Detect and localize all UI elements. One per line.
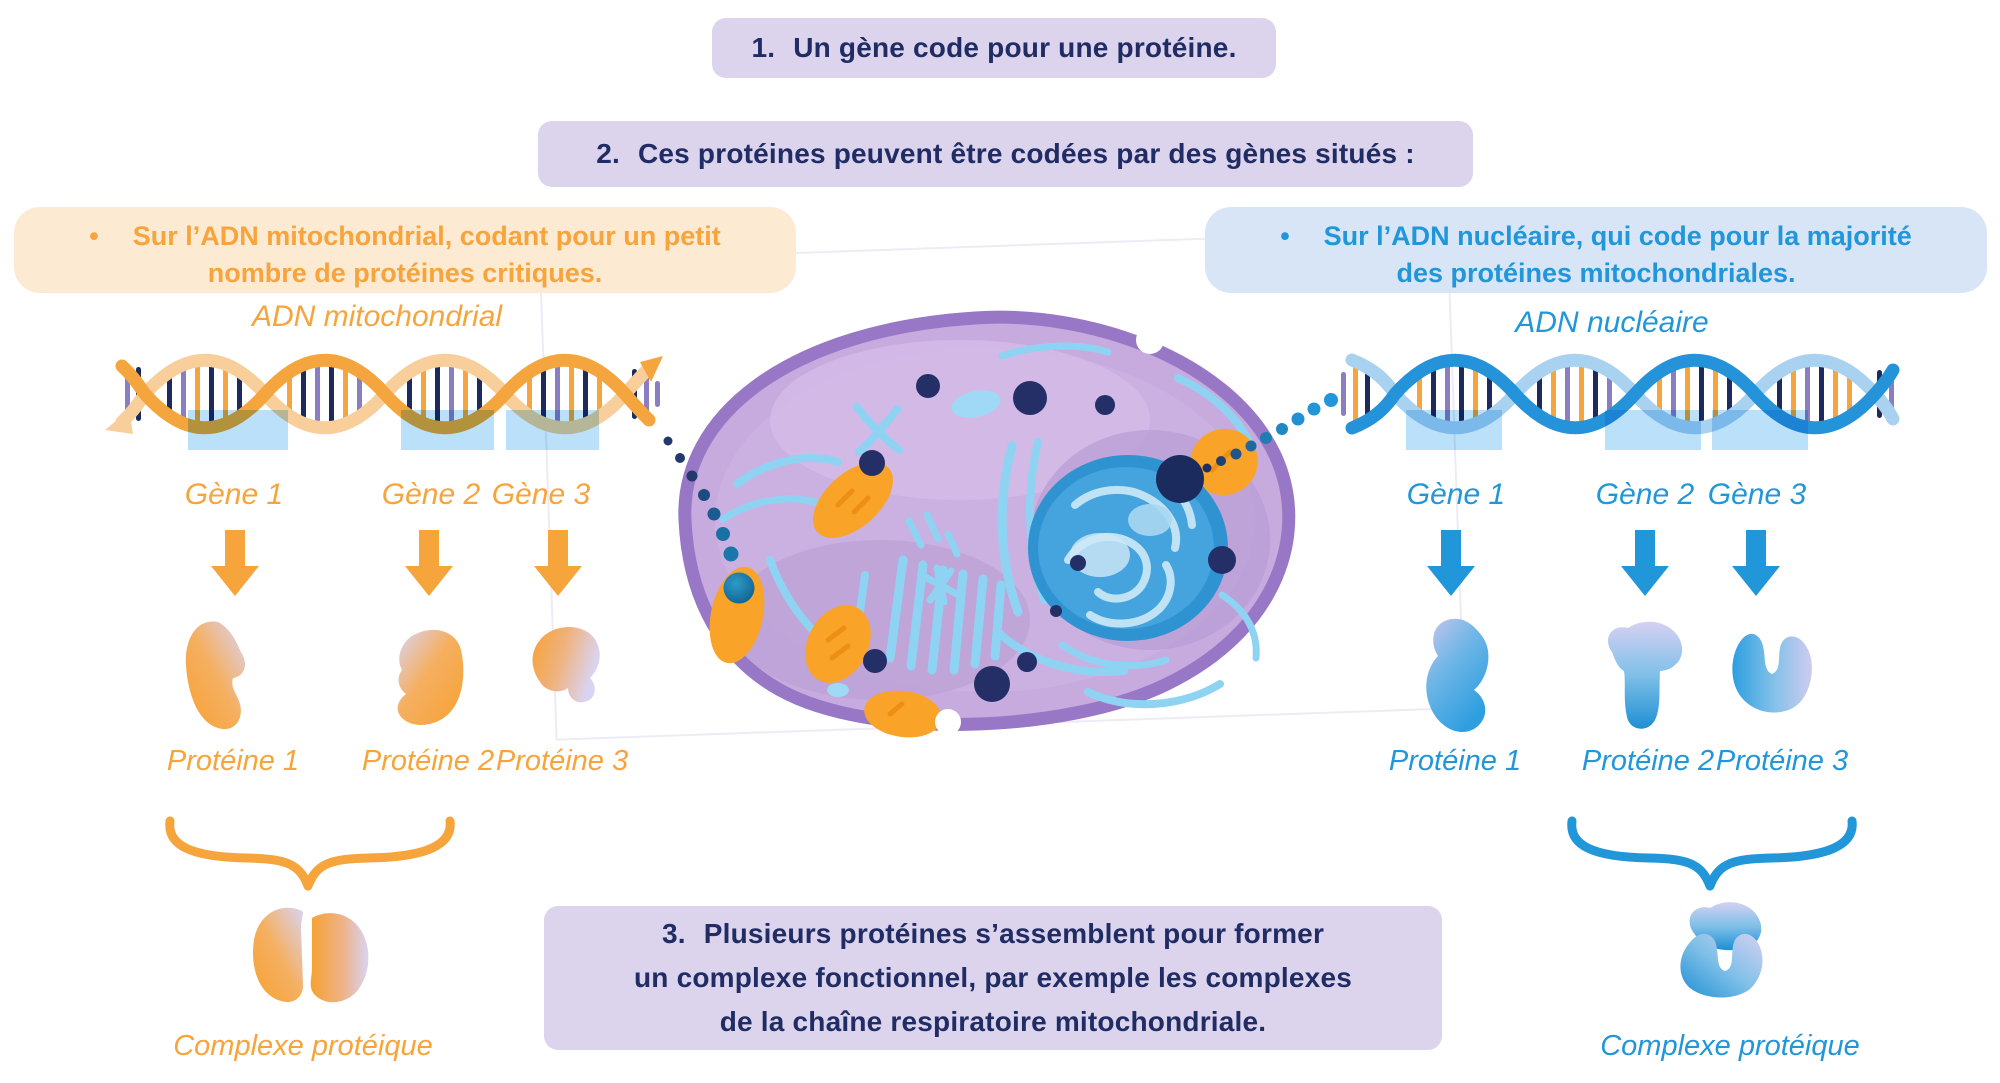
helix-strand-front	[1345, 353, 1900, 435]
gene-label-3: Gène 3	[1707, 478, 1807, 511]
step-text-line3: de la chaîne respiratoire mitochondriale…	[719, 1006, 1267, 1037]
step-number: 2.	[596, 138, 620, 169]
strand-end-arrowhead	[105, 410, 133, 434]
brace-bracket-right	[1567, 816, 1857, 891]
nuclear-callout: • Sur l’ADN nucléaire, qui code pour la …	[1205, 207, 1987, 293]
mito-dna-connector-dots	[663, 436, 739, 562]
gene-label-2: Gène 2	[381, 478, 481, 511]
bullet-icon: •	[1280, 221, 1290, 251]
protein-blob-3	[532, 626, 600, 703]
callout-text-line1: Sur l’ADN mitochondrial, codant pour un …	[132, 221, 721, 251]
gene-highlight-3	[1712, 410, 1808, 450]
brace-bracket-left	[165, 816, 455, 891]
bullet-icon: •	[89, 221, 99, 251]
nuclear-dna-label: ADN nucléaire	[1515, 306, 1709, 339]
step-3-box: 3. Plusieurs protéines s’assemblent pour…	[544, 906, 1442, 1050]
protein-blob-2	[397, 629, 464, 725]
down-arrow-icon	[405, 530, 453, 596]
mitochondrial-protein-complex	[253, 907, 369, 1003]
protein-blob-1	[185, 621, 245, 730]
membrane-notch-bottom	[935, 709, 961, 735]
callout-text-line2: des protéines mitochondriales.	[1396, 258, 1796, 288]
mitochondrion	[864, 690, 942, 738]
cell-granules	[859, 374, 1236, 702]
gene-label-1: Gène 1	[184, 478, 284, 511]
mitochondrion	[805, 605, 871, 683]
nuclear-dna-connector-dots	[1202, 393, 1338, 473]
protein-blob-3	[1732, 633, 1812, 713]
protein-label-3: Protéine 3	[495, 745, 629, 777]
protein-label-1: Protéine 1	[166, 745, 300, 777]
nuclear-arrows	[1427, 530, 1780, 596]
mitochondrial-callout: • Sur l’ADN mitochondrial, codant pour u…	[14, 207, 796, 293]
nucleus-dna-dot	[1156, 455, 1204, 503]
complex-label-left: Complexe protéique	[173, 1030, 433, 1062]
step-text: Ces protéines peuvent être codées par de…	[637, 138, 1415, 169]
step-text-line1: Plusieurs protéines s’assemblent pour fo…	[703, 918, 1325, 949]
callout-text-line2: nombre de protéines critiques.	[207, 258, 603, 288]
mitochondrial-proteins	[185, 621, 600, 730]
down-arrow-icon	[1732, 530, 1780, 596]
step-text: Un gène code pour une protéine.	[793, 32, 1237, 63]
step-number: 3.	[661, 918, 686, 949]
helix-strand-front	[115, 353, 656, 435]
protein-label-2: Protéine 2	[1581, 745, 1715, 777]
mitochondrial-arrows	[211, 530, 582, 596]
protein-label-3: Protéine 3	[1715, 745, 1849, 777]
gene-highlight-boxes	[1406, 410, 1808, 450]
protein-label-1: Protéine 1	[1388, 745, 1522, 777]
protein-label-2: Protéine 2	[361, 745, 495, 777]
mitochondrial-dna-label: ADN mitochondrial	[251, 300, 503, 333]
gene-highlight-2	[401, 410, 494, 450]
endoplasmic-reticulum-doodles	[719, 342, 1260, 709]
strand-end-arrowhead	[640, 356, 663, 382]
nuclear-dna-helix	[1341, 353, 1900, 450]
mitochondrion	[813, 462, 893, 538]
gene-label-3: Gène 3	[491, 478, 591, 511]
callout-text-line1: Sur l’ADN nucléaire, qui code pour la ma…	[1323, 221, 1912, 251]
gene-highlight-1	[1406, 410, 1502, 450]
step-number: 1.	[751, 32, 776, 63]
nuclear-protein-complex	[1680, 902, 1763, 998]
nuclear-proteins	[1426, 618, 1812, 733]
step-1-box: 1. Un gène code pour une protéine.	[712, 18, 1276, 78]
mitochondrial-dna-helix	[105, 353, 663, 450]
step-text-line2: un complexe fonctionnel, par exemple les…	[633, 962, 1352, 993]
gene-label-1: Gène 1	[1406, 478, 1506, 511]
protein-blob-2	[1607, 621, 1683, 729]
cell-illustration	[678, 310, 1296, 738]
gene-label-2: Gène 2	[1595, 478, 1695, 511]
step-2-box: 2. Ces protéines peuvent être codées par…	[538, 121, 1473, 187]
down-arrow-icon	[1621, 530, 1669, 596]
down-arrow-icon	[534, 530, 582, 596]
gene-highlight-3	[506, 410, 599, 450]
membrane-notch-top	[1136, 326, 1164, 354]
down-arrow-icon	[211, 530, 259, 596]
gene-highlight-2	[1605, 410, 1701, 450]
complex-label-right: Complexe protéique	[1600, 1030, 1860, 1062]
down-arrow-icon	[1427, 530, 1475, 596]
gene-highlight-boxes	[188, 410, 599, 450]
protein-blob-1	[1426, 618, 1489, 733]
mitochondrial-dna-dot	[723, 572, 755, 604]
nucleus	[1028, 455, 1228, 641]
gene-highlight-1	[188, 410, 288, 450]
